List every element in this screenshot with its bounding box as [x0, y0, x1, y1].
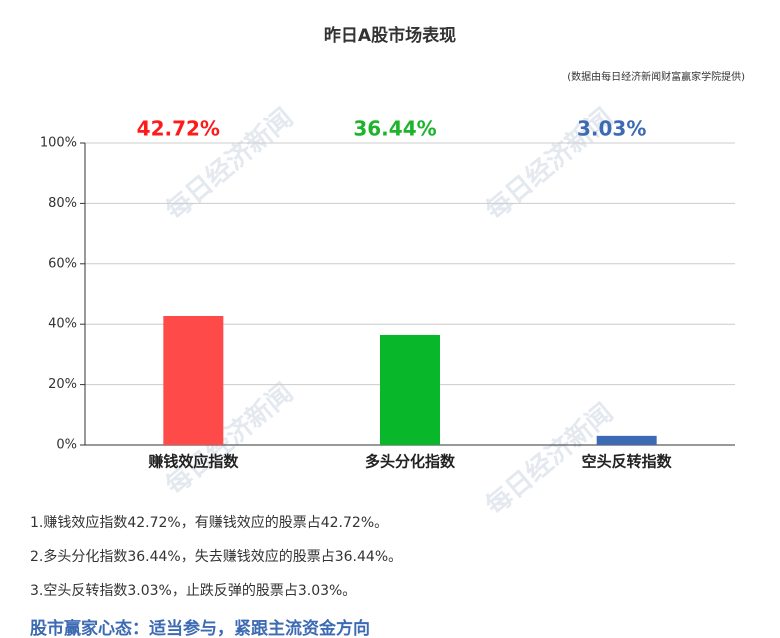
value-label: 36.44%: [353, 117, 436, 141]
bar: [380, 334, 440, 445]
y-tick-label: 0%: [56, 438, 77, 453]
chart-subtitle: (数据由每日经济新闻财富赢家学院提供): [567, 70, 745, 83]
headline: 股市赢家心态：适当参与，紧跟主流资金方向: [30, 619, 370, 638]
bar: [163, 315, 224, 445]
bar: [596, 435, 657, 445]
y-tick-label: 80%: [48, 196, 77, 211]
note: 2.多头分化指数36.44%，失去赚钱效应的股票占36.44%。: [30, 549, 403, 565]
value-label: 42.72%: [137, 117, 220, 141]
y-tick-label: 60%: [48, 256, 77, 271]
y-tick-label: 20%: [48, 377, 77, 392]
value-label: 3.03%: [577, 117, 646, 141]
chart-title: 昨日A股市场表现: [324, 25, 456, 46]
note: 1.赚钱效应指数42.72%，有赚钱效应的股票占42.72%。: [30, 515, 389, 531]
y-tick-label: 40%: [48, 317, 77, 332]
y-tick-label: 100%: [40, 136, 77, 151]
x-tick-label: 赚钱效应指数: [147, 453, 239, 471]
x-tick-label: 空头反转指数: [582, 453, 673, 471]
x-tick-label: 多头分化指数: [365, 453, 456, 471]
note: 3.空头反转指数3.03%，止跌反弹的股票占3.03%。: [30, 583, 357, 599]
